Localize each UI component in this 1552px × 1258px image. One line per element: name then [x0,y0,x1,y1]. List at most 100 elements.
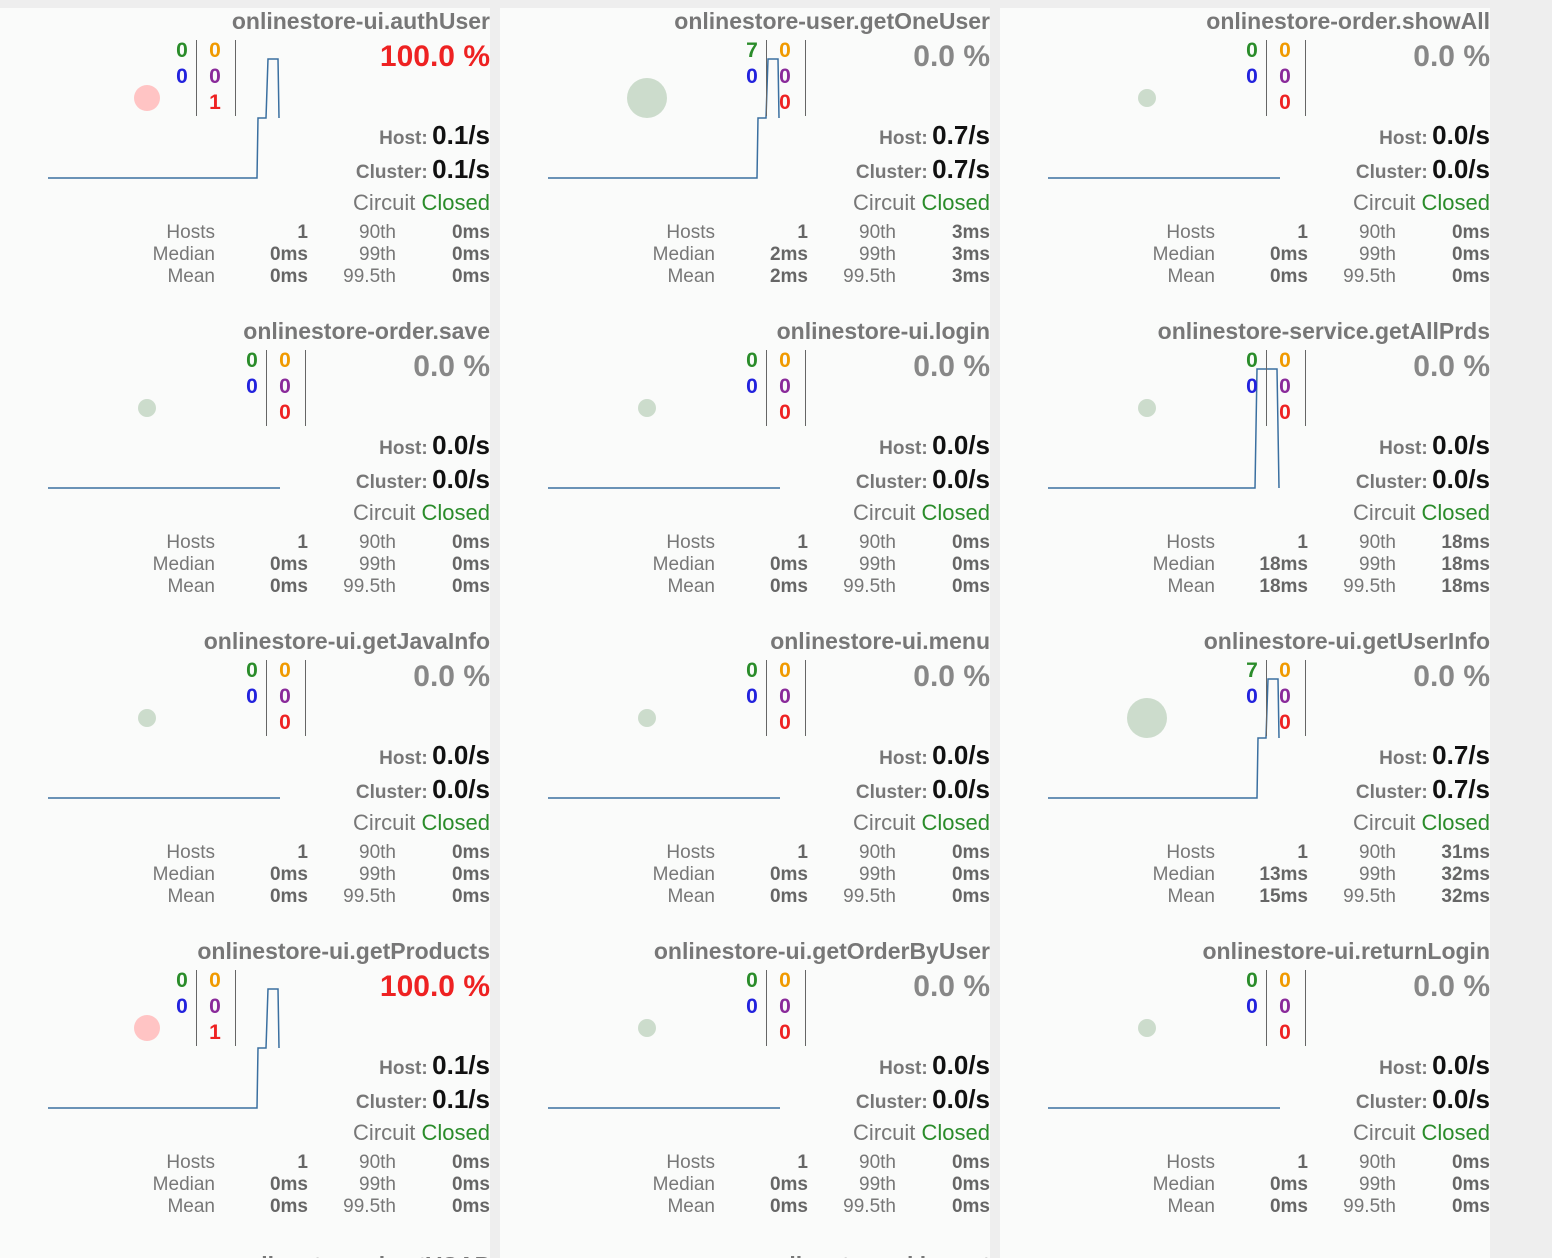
success-count: 0 [176,969,188,992]
p995-value: 0ms [951,1196,990,1217]
p90-value: 0ms [451,842,490,863]
short-circuited-count: 0 [746,65,758,88]
p995-label: 99.5th [843,266,896,287]
rejected-count: 0 [1279,685,1291,708]
hosts-label: Hosts [1166,222,1215,243]
circuit-title[interactable]: onlinestore-order.showAll [1206,8,1490,34]
request-counts: 0 0 0 0 0 [730,658,900,736]
mean-label: Mean [667,886,715,907]
circuit-title[interactable]: onlinestore-service.getAllPrds [1157,318,1490,344]
p90-label: 90th [1359,842,1396,863]
hosts-value: 1 [297,222,308,243]
sparkline [48,988,280,1109]
host-rate: Host: 0.1/s [379,120,490,150]
divider [305,660,306,736]
p99-value: 0ms [951,864,990,885]
p995-value: 0ms [451,886,490,907]
mean-value: 0ms [269,886,308,907]
health-bubble [1127,698,1167,738]
error-rate: 0.0 % [1413,660,1490,693]
cluster-rate: Cluster: 0.0/s [355,464,490,494]
rejected-count: 0 [779,65,791,88]
circuit-title[interactable]: onlinestore-ui.getJavaInfo [203,628,490,654]
circuit-title[interactable]: onlinestore-ui.authUser [231,8,490,34]
request-counts: 0 0 0 0 1 [160,38,365,116]
p995-value: 0ms [451,1196,490,1217]
circuit-title[interactable]: onlinestore-ui.getVCAP [233,1252,490,1258]
timeout-count: 0 [279,349,291,372]
circuit-card: onlinestore-ui.menu 0 0 0 0 0 0.0 % Host… [500,628,990,938]
p995-label: 99.5th [843,576,896,597]
mean-label: Mean [167,1196,215,1217]
mean-value: 0ms [269,1196,308,1217]
median-value: 2ms [769,244,808,265]
circuit-title[interactable]: onlinestore-user.getOneUser [674,8,990,34]
p90-label: 90th [359,1152,396,1173]
hosts-value: 1 [297,532,308,553]
error-rate: 0.0 % [913,970,990,1003]
success-count: 0 [746,349,758,372]
circuit-title[interactable]: onlinestore-ui.menu [770,628,990,654]
mean-value: 0ms [1269,266,1308,287]
success-count: 0 [246,659,258,682]
p995-label: 99.5th [1343,886,1396,907]
hosts-label: Hosts [1166,532,1215,553]
error-rate: 0.0 % [1413,350,1490,383]
circuit-card: onlinestore-ui.returnLogin 0 0 0 0 0 0.0… [1000,938,1490,1248]
health-bubble [1138,89,1156,107]
hosts-label: Hosts [666,1152,715,1173]
p99-value: 0ms [951,554,990,575]
divider [805,970,806,1046]
circuit-title[interactable]: onlinestore-ui.logout [761,1252,990,1258]
sparkline [48,58,280,179]
circuit-card: onlinestore-order.showAll 0 0 0 0 0 0.0 … [1000,8,1490,318]
success-count: 7 [1246,659,1258,682]
success-count: 7 [746,39,758,62]
host-rate: Host: 0.0/s [379,740,490,770]
short-circuited-count: 0 [746,375,758,398]
median-label: Median [152,554,215,575]
median-label: Median [1152,554,1215,575]
p90-label: 90th [859,1152,896,1173]
p99-label: 99th [859,1174,896,1195]
circuit-title[interactable]: onlinestore-ui.getProducts [197,938,490,964]
circuit-card-partial: onlinestore-ui.logout [500,1248,990,1258]
short-circuited-count: 0 [176,995,188,1018]
timeout-count: 0 [209,39,221,62]
p99-label: 99th [1359,244,1396,265]
median-value: 0ms [769,864,808,885]
circuit-status: Circuit Closed [1353,190,1490,215]
host-rate: Host: 0.0/s [879,430,990,460]
circuit-title[interactable]: onlinestore-ui.login [776,318,990,344]
error-rate: 0.0 % [413,350,490,383]
circuit-title[interactable]: onlinestore-order.save [243,318,490,344]
divider [1305,40,1306,116]
latency-stats: Hosts Median Mean 1 18ms 18ms 90th 99th … [1000,532,1490,602]
circuit-title[interactable]: onlinestore-ui.getUserInfo [1203,628,1490,654]
health-bubble [627,78,667,118]
circuit-title[interactable]: onlinestore-ui.getOrderByUser [653,938,990,964]
failure-count: 1 [209,91,221,114]
rejected-count: 0 [779,685,791,708]
short-circuited-count: 0 [1246,685,1258,708]
circuit-title[interactable]: onlinestore-ui.returnLogin [1202,938,1491,964]
mean-label: Mean [1167,576,1215,597]
failure-count: 0 [1279,711,1291,734]
hosts-label: Hosts [1166,842,1215,863]
p90-value: 0ms [1451,1152,1490,1173]
divider [805,350,806,426]
host-rate: Host: 0.0/s [1379,1050,1490,1080]
hosts-value: 1 [1297,1152,1308,1173]
success-count: 0 [1246,349,1258,372]
error-rate: 100.0 % [379,40,490,73]
divider [1266,40,1267,116]
circuit-chart [548,1019,780,1109]
timeout-count: 0 [779,659,791,682]
request-counts: 0 0 0 0 0 [1230,38,1400,116]
failure-count: 0 [279,401,291,424]
p90-value: 31ms [1441,842,1490,863]
mean-value: 0ms [769,576,808,597]
circuit-card: onlinestore-ui.getJavaInfo 0 0 0 0 0 0.0… [0,628,490,938]
health-bubble [138,709,156,727]
failure-count: 0 [279,711,291,734]
